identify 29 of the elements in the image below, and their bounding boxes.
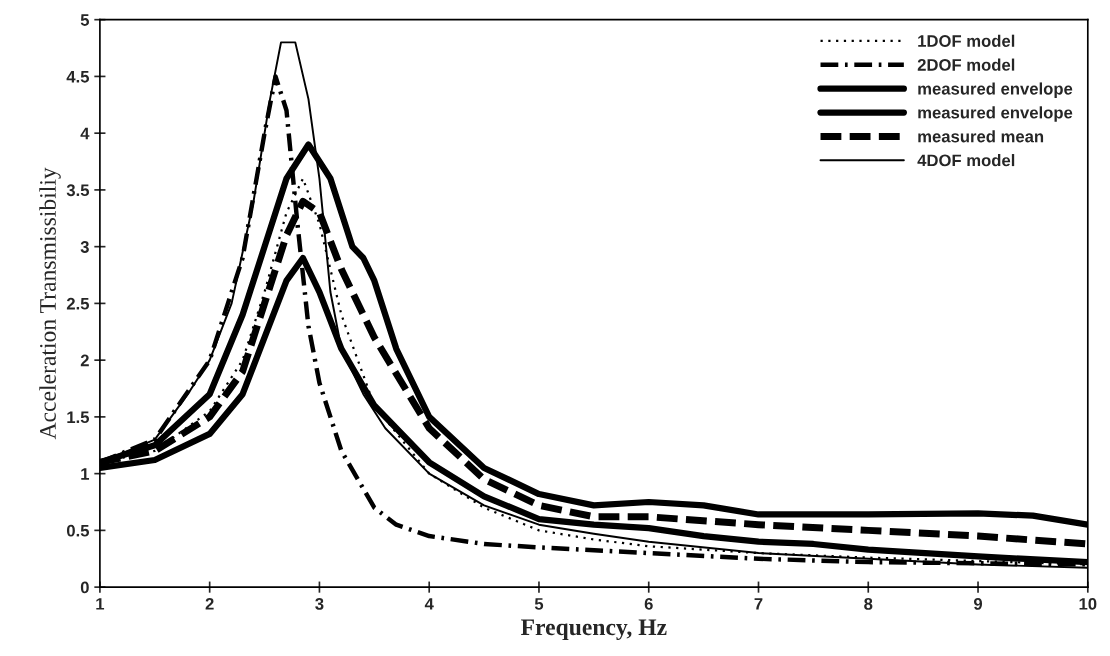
y-tick-label: 3.5 [66, 184, 90, 197]
y-tick-label: 4.5 [66, 71, 90, 83]
x-tick-label: 8 [864, 597, 873, 610]
x-tick-label: 9 [973, 597, 983, 610]
legend-label: 1DOF model [918, 34, 1015, 47]
y-tick-label: 3 [80, 241, 89, 253]
x-tick-label: 1 [96, 598, 105, 610]
legend-label: measured mean [918, 130, 1044, 143]
y-tick-label: 4 [80, 127, 90, 140]
y-tick-label: 1.5 [67, 411, 90, 424]
x-tick-label: 4 [424, 598, 434, 610]
y-tick-label: 0.5 [66, 524, 90, 537]
legend-label: measured envelope [918, 106, 1073, 122]
y-tick-label: 2 [80, 354, 89, 367]
x-tick-label: 7 [754, 598, 763, 610]
x-tick-label: 10 [1079, 597, 1097, 610]
y-tick-label: 5 [80, 14, 90, 26]
y-tick-label: 1 [81, 468, 90, 480]
legend-label: 2DOF model [917, 58, 1015, 71]
legend-label: 4DOF model [917, 154, 1015, 167]
y-tick-label: 0 [80, 581, 89, 594]
y-tick-label: 2.5 [66, 297, 90, 310]
x-tick-label: 6 [644, 597, 653, 610]
x-tick-label: 5 [534, 598, 544, 610]
x-axis-title: Frequency, Hz [521, 619, 667, 641]
legend-label: measured envelope [918, 82, 1073, 98]
x-tick-label: 2 [205, 597, 214, 610]
x-tick-label: 3 [315, 597, 324, 610]
y-axis-title: Acceleration Transmissibiliy [39, 167, 61, 440]
